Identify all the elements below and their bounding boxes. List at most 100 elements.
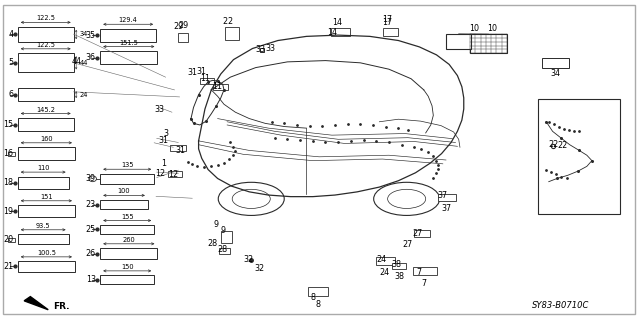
Bar xyxy=(200,78,214,84)
Text: 13: 13 xyxy=(86,275,96,284)
Text: 2: 2 xyxy=(228,17,233,26)
Text: 22: 22 xyxy=(557,141,568,150)
Text: 4: 4 xyxy=(8,30,13,39)
Text: 33: 33 xyxy=(154,105,164,114)
Polygon shape xyxy=(24,297,48,310)
Text: 151: 151 xyxy=(40,194,53,200)
Bar xyxy=(18,234,69,244)
Text: 151.5: 151.5 xyxy=(119,40,138,46)
Text: 14: 14 xyxy=(332,19,342,28)
Text: 100: 100 xyxy=(118,188,131,195)
Bar xyxy=(221,231,233,243)
Text: 9: 9 xyxy=(221,226,226,235)
Text: 3: 3 xyxy=(163,129,168,138)
Text: 37: 37 xyxy=(438,191,448,200)
Text: 34: 34 xyxy=(551,69,561,78)
Bar xyxy=(446,34,471,49)
Text: 35: 35 xyxy=(86,31,96,40)
Text: 122.5: 122.5 xyxy=(36,42,55,48)
Bar xyxy=(100,225,154,234)
Text: 31: 31 xyxy=(197,67,207,76)
Bar xyxy=(100,51,157,64)
Text: 27: 27 xyxy=(412,229,422,238)
Bar xyxy=(18,118,74,131)
Text: 15: 15 xyxy=(3,120,13,129)
Text: 31: 31 xyxy=(176,146,186,155)
Text: 38: 38 xyxy=(394,272,404,281)
Text: 37: 37 xyxy=(441,204,451,213)
Bar xyxy=(8,152,15,156)
Text: FR.: FR. xyxy=(54,302,70,311)
Text: 8: 8 xyxy=(310,293,315,302)
Text: 2: 2 xyxy=(223,17,228,26)
Bar xyxy=(100,200,148,209)
Bar xyxy=(470,34,507,53)
Text: 155: 155 xyxy=(121,213,134,220)
Bar xyxy=(538,100,620,214)
Text: 122.5: 122.5 xyxy=(36,15,55,21)
Text: 12: 12 xyxy=(168,170,178,179)
Bar xyxy=(8,238,15,242)
Bar xyxy=(18,177,69,189)
Text: 7: 7 xyxy=(421,278,426,288)
Text: SY83-B0710C: SY83-B0710C xyxy=(531,301,589,310)
Text: 12: 12 xyxy=(155,169,166,178)
Text: 23: 23 xyxy=(86,200,96,209)
Bar xyxy=(18,261,75,271)
Text: 24: 24 xyxy=(380,268,389,277)
Text: 32: 32 xyxy=(243,255,253,264)
Text: 5: 5 xyxy=(8,58,13,67)
Bar xyxy=(100,248,157,260)
Bar xyxy=(18,53,74,72)
Text: 33: 33 xyxy=(266,44,276,53)
Text: 44: 44 xyxy=(72,57,82,66)
Bar xyxy=(308,287,328,296)
Bar xyxy=(170,145,186,151)
Bar xyxy=(100,275,154,284)
Text: 10: 10 xyxy=(487,24,497,33)
Text: 100.5: 100.5 xyxy=(37,250,56,256)
Bar xyxy=(213,84,229,90)
Text: 129.4: 129.4 xyxy=(118,17,138,23)
Bar xyxy=(168,171,182,177)
Bar xyxy=(219,248,231,254)
Text: 29: 29 xyxy=(178,21,189,30)
Text: 32: 32 xyxy=(254,264,264,273)
Text: 34: 34 xyxy=(80,31,88,37)
Text: 44: 44 xyxy=(80,60,88,66)
Text: 8: 8 xyxy=(315,300,320,308)
Text: 31: 31 xyxy=(187,68,197,76)
Text: 150: 150 xyxy=(121,264,134,270)
Text: 1: 1 xyxy=(161,159,166,168)
Text: 22: 22 xyxy=(548,140,559,149)
Text: 17: 17 xyxy=(383,19,392,28)
Text: 11: 11 xyxy=(200,74,210,83)
Text: 11: 11 xyxy=(213,82,222,91)
Text: 110: 110 xyxy=(37,165,50,171)
Text: 27: 27 xyxy=(403,240,413,249)
Text: 19: 19 xyxy=(3,207,13,216)
Bar xyxy=(438,194,456,201)
Bar xyxy=(392,263,406,269)
Bar xyxy=(18,88,74,101)
Text: 28: 28 xyxy=(218,245,228,254)
Text: 18: 18 xyxy=(3,178,13,187)
Bar xyxy=(18,147,75,160)
Bar xyxy=(100,29,156,42)
Text: 145.2: 145.2 xyxy=(36,107,55,113)
Text: 28: 28 xyxy=(208,239,218,248)
Bar xyxy=(383,28,398,36)
Text: 20: 20 xyxy=(3,235,13,244)
Text: 135: 135 xyxy=(121,162,134,168)
Text: 38: 38 xyxy=(392,260,401,269)
Text: 16: 16 xyxy=(3,149,13,158)
Text: 39: 39 xyxy=(86,174,96,183)
Bar xyxy=(543,58,569,68)
Bar xyxy=(331,28,350,36)
Text: 31: 31 xyxy=(158,136,168,145)
Text: 26: 26 xyxy=(86,249,96,258)
Text: 29: 29 xyxy=(173,22,183,31)
Bar xyxy=(18,27,74,42)
Bar xyxy=(100,174,154,184)
Bar xyxy=(414,230,430,237)
